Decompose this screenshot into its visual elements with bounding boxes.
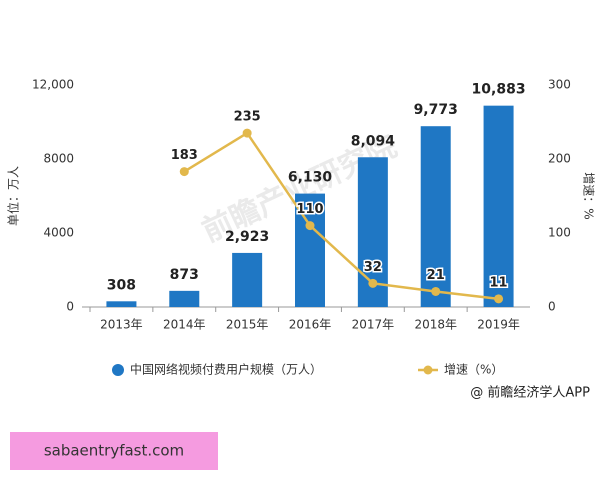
bar	[169, 290, 200, 307]
y2-tick-label: 200	[548, 152, 571, 166]
bar	[106, 301, 137, 307]
line	[183, 131, 499, 301]
legend-marker	[423, 365, 433, 375]
bar-value-label: 873	[170, 267, 199, 283]
x-tick-label: 2018年	[414, 318, 457, 332]
x-tick-label: 2013年	[100, 318, 143, 332]
line-point	[368, 278, 378, 288]
bar-value-label: 9,773	[414, 102, 458, 118]
y-axis-label: 单位：万人	[6, 166, 21, 226]
banner-box	[10, 432, 218, 470]
y2-tick-label: 0	[548, 300, 556, 314]
line-value-label: 21	[427, 268, 445, 283]
bar-value-label: 10,883	[472, 82, 526, 98]
bar-value-label: 8,094	[351, 133, 396, 149]
line-value-label: 183	[171, 148, 198, 163]
y2-tick-label: 100	[548, 226, 571, 240]
x-tick-label: 2017年	[352, 318, 395, 332]
bar-value-label: 2,923	[225, 229, 269, 245]
line-value-label: 235	[234, 110, 261, 125]
y-tick-label: 12,000	[32, 78, 74, 92]
y-tick-label: 0	[66, 300, 74, 314]
bar	[483, 105, 514, 308]
bar	[420, 126, 451, 308]
y2-tick-label: 300	[548, 78, 571, 92]
bar-value-label: 308	[107, 277, 136, 293]
legend-label: 中国网络视频付费用户规模（万人）	[130, 362, 322, 377]
line-value-label: 32	[364, 260, 382, 275]
source: @ 前瞻经济学人APP	[470, 385, 590, 401]
x-tick-label: 2015年	[226, 318, 269, 332]
line-point	[242, 128, 252, 138]
legend-marker	[112, 364, 124, 376]
line-point	[305, 221, 315, 231]
line-point	[494, 294, 504, 304]
y-tick-label: 4000	[43, 226, 74, 240]
line-value-label: 110	[296, 202, 323, 217]
line-value-label: 11	[490, 275, 508, 290]
line-point	[431, 286, 441, 296]
y-tick-label: 8000	[43, 152, 74, 166]
bar	[232, 252, 263, 307]
x-tick-label: 2016年	[289, 318, 332, 332]
x-tick-label: 2014年	[163, 318, 206, 332]
legend-label: 增速（%）	[444, 363, 503, 377]
x-tick-label: 2019年	[477, 318, 520, 332]
y2-axis-label: 增速：%	[582, 172, 596, 219]
line-point	[179, 167, 189, 177]
banner-text: sabaentryfast.com	[44, 442, 184, 460]
bar-value-label: 6,130	[288, 170, 333, 186]
